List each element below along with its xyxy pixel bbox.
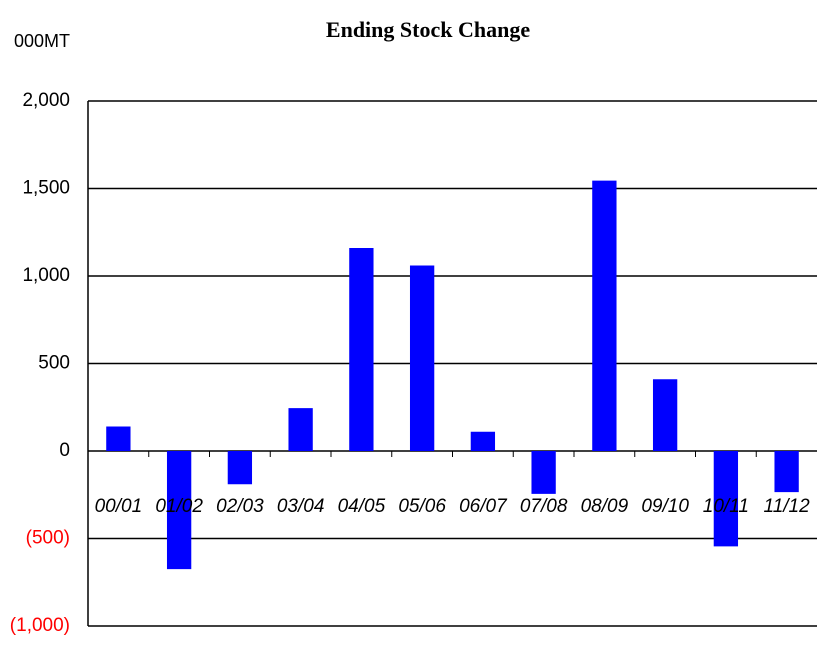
y-tick-label: 2,000	[22, 90, 70, 111]
bar	[349, 248, 374, 451]
bar	[470, 431, 496, 451]
y-tick-label: 500	[38, 353, 70, 374]
x-tick-label: 07/08	[520, 496, 568, 517]
bar	[592, 180, 617, 451]
bar	[774, 451, 799, 493]
x-tick-label: 05/06	[398, 496, 446, 517]
y-tick-label: 0	[59, 440, 70, 461]
bar	[288, 408, 313, 451]
x-tick-label: 08/09	[581, 496, 629, 517]
bar	[409, 265, 435, 451]
bar	[106, 426, 131, 451]
x-tick-label: 04/05	[338, 496, 386, 517]
bar	[713, 451, 739, 547]
y-axis-unit: 000MT	[14, 31, 70, 51]
x-tick-label: 06/07	[459, 496, 508, 517]
y-tick-label: 1,500	[22, 178, 70, 199]
x-tick-label: 11/12	[764, 496, 811, 517]
x-tick-label: 10/11	[703, 496, 749, 517]
bar	[166, 451, 192, 570]
x-tick-label: 01/02	[155, 496, 203, 517]
y-tick-label: (1,000)	[10, 615, 70, 636]
bar	[531, 451, 556, 494]
x-tick-label: 02/03	[216, 496, 264, 517]
x-tick-label: 00/01	[95, 496, 143, 517]
bar	[652, 379, 678, 451]
y-tick-label: 1,000	[22, 265, 70, 286]
y-tick-label: (500)	[26, 528, 70, 549]
chart-title: Ending Stock Change	[326, 17, 530, 42]
x-tick-label: 09/10	[641, 496, 689, 517]
x-tick-label: 03/04	[277, 496, 325, 517]
bar	[227, 451, 253, 485]
